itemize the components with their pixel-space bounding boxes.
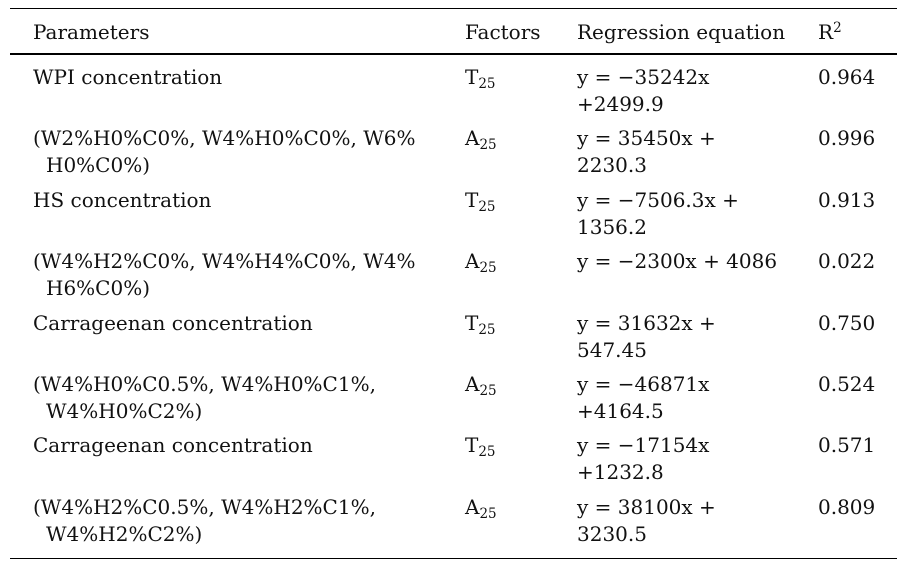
table-row: (W4%H0%C0.5%, W4%H0%C1%, W4%H0%C2%) A25 …	[33, 364, 897, 425]
regression-table: Parameters Factors Regression equation R…	[10, 8, 897, 560]
equation-line-2: 1356.2	[577, 214, 647, 239]
table-row: (W4%H2%C0%, W4%H4%C0%, W4% H6%C0%) A25 y…	[33, 241, 897, 302]
equation-line-1: y = −2300x + 4086	[577, 249, 778, 274]
table-header-row: Parameters Factors Regression equation R…	[10, 9, 897, 55]
factor-subscript: 25	[478, 198, 496, 215]
factor-cell: T25	[465, 64, 577, 118]
equation-line-2: +2499.9	[577, 92, 664, 116]
factor-subscript: 25	[478, 76, 496, 92]
parameter-line-1: Carrageenan concentration	[33, 310, 313, 335]
factor-subscript: 25	[479, 260, 497, 277]
equation-cell: y = −35242x +2499.9	[577, 64, 818, 118]
parameters-cell: Carrageenan concentration	[33, 432, 465, 486]
r-squared-base: R	[818, 20, 834, 44]
equation-line-2: 3230.5	[577, 521, 647, 546]
equation-cell: y = −7506.3x + 1356.2	[577, 187, 818, 241]
table-row: (W4%H2%C0.5%, W4%H2%C1%, W4%H2%C2%) A25 …	[33, 487, 897, 548]
equation-line-1: y = 31632x +	[577, 310, 716, 335]
factor-symbol: A	[465, 249, 480, 274]
factor-cell: A25	[465, 125, 577, 179]
r-squared-value: 0.022	[818, 249, 876, 274]
equation-line-2: +1232.8	[577, 460, 664, 485]
parameter-line-1: (W4%H0%C0.5%, W4%H0%C1%,	[33, 371, 376, 396]
parameters-cell: (W2%H0%C0%, W4%H0%C0%, W6% H0%C0%)	[33, 125, 465, 179]
parameter-line-2: H6%C0%)	[46, 276, 151, 301]
equation-cell: y = −46871x +4164.5	[577, 371, 818, 425]
r-squared-value: 0.571	[818, 433, 876, 458]
parameter-line-1: HS concentration	[33, 187, 212, 212]
factor-subscript: 25	[479, 505, 497, 522]
parameter-line-1: WPI concentration	[33, 65, 223, 89]
factor-symbol: A	[465, 494, 480, 519]
header-regression-equation: Regression equation	[577, 20, 786, 44]
r-squared-exponent: 2	[833, 20, 842, 36]
equation-line-2: 2230.3	[577, 153, 647, 178]
equation-line-1: y = −17154x	[577, 433, 710, 458]
factor-symbol: A	[465, 371, 480, 396]
r-squared-value: 0.524	[818, 371, 876, 396]
factor-cell: A25	[465, 494, 577, 548]
equation-cell: y = −2300x + 4086	[577, 248, 818, 302]
parameter-line-1: (W2%H0%C0%, W4%H0%C0%, W6%	[33, 126, 416, 151]
table-body: WPI concentration T25 y = −35242x +2499.…	[10, 55, 897, 560]
parameter-line-2: H0%C0%)	[46, 153, 151, 178]
equation-line-2: +4164.5	[577, 398, 664, 423]
equation-line-1: y = −46871x	[577, 371, 710, 396]
parameter-line-1: (W4%H2%C0%, W4%H4%C0%, W4%	[33, 249, 416, 274]
r-squared-value: 0.996	[818, 126, 876, 151]
factor-symbol: T	[465, 187, 479, 212]
table-row: WPI concentration T25 y = −35242x +2499.…	[33, 57, 897, 118]
equation-cell: y = 31632x + 547.45	[577, 310, 818, 364]
parameters-cell: (W4%H0%C0.5%, W4%H0%C1%, W4%H0%C2%)	[33, 371, 465, 425]
equation-line-1: y = 35450x +	[577, 126, 716, 151]
equation-cell: y = −17154x +1232.8	[577, 432, 818, 486]
factor-symbol: T	[465, 65, 479, 89]
factor-cell: A25	[465, 371, 577, 425]
equation-line-1: y = −7506.3x +	[577, 187, 739, 212]
factor-cell: A25	[465, 248, 577, 302]
equation-line-2: 547.45	[577, 337, 647, 362]
table-row: Carrageenan concentration T25 y = −17154…	[33, 425, 897, 486]
equation-cell: y = 35450x + 2230.3	[577, 125, 818, 179]
r-squared-value: 0.809	[818, 494, 876, 519]
factor-cell: T25	[465, 432, 577, 486]
factor-symbol: A	[465, 126, 480, 151]
factor-cell: T25	[465, 310, 577, 364]
r-squared-value: 0.964	[818, 65, 876, 89]
parameters-cell: HS concentration	[33, 187, 465, 241]
table-row: HS concentration T25 y = −7506.3x + 1356…	[33, 180, 897, 241]
parameter-line-2: W4%H0%C2%)	[46, 398, 203, 423]
factor-symbol: T	[465, 310, 479, 335]
factor-subscript: 25	[478, 444, 496, 461]
parameter-line-2: W4%H2%C2%)	[46, 521, 203, 546]
equation-cell: y = 38100x + 3230.5	[577, 494, 818, 548]
factor-subscript: 25	[478, 321, 496, 338]
factor-symbol: T	[465, 433, 479, 458]
header-r-squared: R2	[818, 19, 897, 46]
equation-line-1: y = 38100x +	[577, 494, 716, 519]
equation-line-1: y = −35242x	[577, 65, 710, 89]
r-squared-value: 0.750	[818, 310, 876, 335]
factor-cell: T25	[465, 187, 577, 241]
parameters-cell: WPI concentration	[33, 64, 465, 118]
parameter-line-1: (W4%H2%C0.5%, W4%H2%C1%,	[33, 494, 376, 519]
r-squared-value: 0.913	[818, 187, 876, 212]
factor-subscript: 25	[479, 137, 497, 154]
parameters-cell: (W4%H2%C0.5%, W4%H2%C1%, W4%H2%C2%)	[33, 494, 465, 548]
table-row: Carrageenan concentration T25 y = 31632x…	[33, 303, 897, 364]
factor-subscript: 25	[479, 382, 497, 399]
parameters-cell: Carrageenan concentration	[33, 310, 465, 364]
header-parameters: Parameters	[33, 20, 150, 44]
header-factors: Factors	[465, 20, 541, 44]
parameters-cell: (W4%H2%C0%, W4%H4%C0%, W4% H6%C0%)	[33, 248, 465, 302]
parameter-line-1: Carrageenan concentration	[33, 433, 313, 458]
table-row: (W2%H0%C0%, W4%H0%C0%, W6% H0%C0%) A25 y…	[33, 118, 897, 179]
